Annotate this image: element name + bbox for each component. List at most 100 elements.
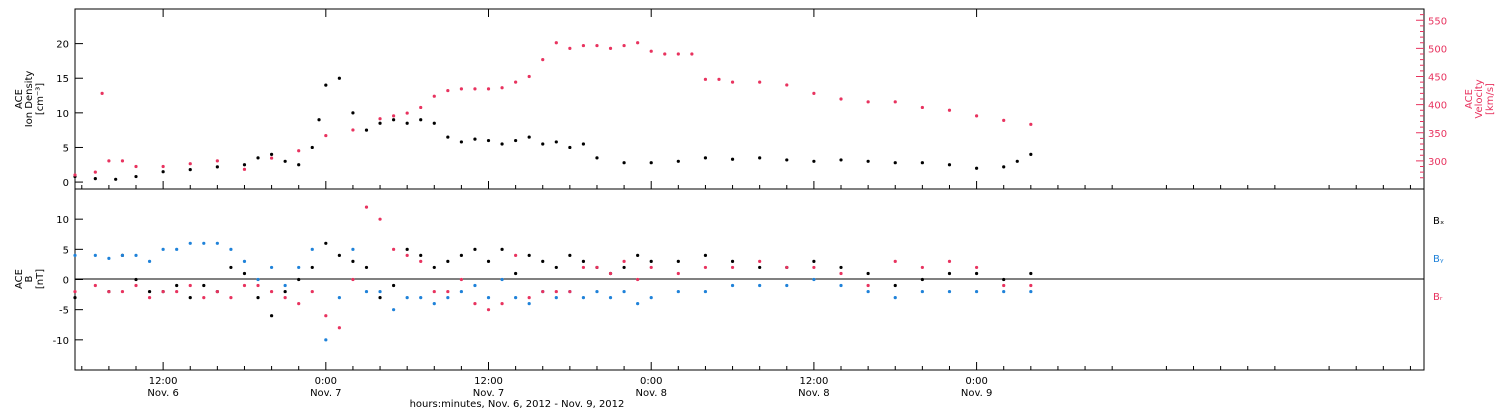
velocity-point (636, 41, 640, 45)
x-tick-time-label: 12:00 (474, 376, 503, 387)
bx-point (473, 247, 477, 251)
density-point (893, 161, 897, 165)
velocity-point (215, 159, 219, 163)
density-point (866, 159, 870, 163)
bx-point (893, 283, 897, 288)
density-point (758, 156, 762, 160)
b-field-ylabel: ACE B [nT] (14, 269, 46, 289)
density-point (581, 142, 586, 146)
by-point (269, 265, 274, 270)
density-point (269, 152, 274, 156)
bx-point (1029, 271, 1033, 276)
by-point (947, 289, 952, 294)
bz-point (134, 283, 138, 288)
by-point (73, 253, 77, 257)
velocity-ylabel-line3: [km/s] (1485, 83, 1496, 115)
bx-point (527, 253, 531, 257)
density-point (1029, 152, 1033, 156)
by-point (473, 283, 477, 288)
bz-point (974, 265, 979, 270)
velocity-point (432, 94, 436, 98)
bx-point (554, 265, 558, 270)
bx-point (283, 289, 287, 294)
by-point (310, 247, 314, 251)
bx-point (581, 259, 586, 263)
bx-point (514, 271, 518, 276)
density-point (730, 157, 735, 161)
b-field-ylabel-line1: ACE (14, 269, 25, 289)
bx-point (541, 259, 545, 263)
bz-point (486, 308, 491, 312)
density-ylabel-line3: [cm⁻³] (35, 83, 46, 115)
velocity-point (541, 58, 545, 62)
density-tick-label: 15 (56, 74, 69, 85)
density-point (161, 170, 165, 174)
velocity-point (595, 43, 599, 48)
density-point (256, 156, 260, 160)
bz-point (500, 302, 504, 306)
by-point (364, 289, 369, 294)
by-point (242, 259, 247, 263)
x-tick-date-label: Nov. 8 (635, 388, 666, 399)
bx-point (310, 265, 314, 270)
density-ylabel-line2: Ion Density (24, 71, 35, 128)
bz-point (947, 259, 952, 263)
by-point (419, 296, 423, 300)
density-point (114, 177, 118, 181)
velocity-point (947, 108, 952, 112)
density-point (920, 161, 924, 165)
by-point (676, 289, 680, 294)
by-point (93, 253, 97, 257)
bx-point (351, 259, 355, 263)
density-point (839, 158, 843, 162)
bx-point (175, 283, 179, 288)
density-point (1015, 159, 1019, 163)
bz-point (676, 271, 680, 276)
by-point (120, 253, 125, 257)
velocity-point (1002, 118, 1006, 122)
x-tick-time-label: 0:00 (965, 376, 987, 387)
top-panel-frame (74, 8, 1425, 190)
velocity-point (486, 87, 491, 91)
by-point (839, 283, 843, 288)
density-tick-label: 5 (63, 143, 69, 154)
velocity-point (717, 77, 721, 81)
bx-point (568, 253, 572, 257)
bx-point (297, 277, 301, 282)
velocity-ylabel-line2: Velocity (1474, 79, 1485, 118)
by-point (595, 289, 599, 294)
bz-point (120, 289, 125, 294)
by-point (188, 241, 192, 245)
bx-point (324, 241, 328, 245)
by-point (202, 241, 206, 245)
by-point (866, 289, 870, 294)
by-point (392, 308, 396, 312)
bx-point (405, 247, 409, 251)
bz-point (310, 289, 314, 294)
velocity-point (351, 128, 355, 132)
bz-point (351, 277, 355, 282)
density-tick-label: 10 (56, 109, 69, 120)
density-point (514, 138, 518, 143)
by-point (297, 265, 301, 270)
density-point (703, 156, 708, 160)
bz-point (730, 265, 735, 270)
density-point (324, 83, 328, 87)
density-point (541, 142, 545, 146)
by-point (175, 247, 179, 251)
velocity-point (120, 159, 125, 163)
bz-point (758, 259, 762, 263)
bz-point (595, 265, 599, 270)
x-tick-date-label: Nov. 7 (310, 388, 341, 399)
velocity-point (663, 52, 667, 56)
density-point (188, 168, 192, 172)
density-point (337, 76, 341, 80)
velocity-point (866, 100, 870, 104)
by-point (161, 247, 165, 251)
bx-point (147, 289, 152, 294)
bz-point (202, 296, 206, 300)
bz-point (514, 253, 518, 257)
x-tick-date-label: Nov. 8 (798, 388, 829, 399)
velocity-tick-label: 450 (1428, 73, 1447, 84)
bz-point (554, 289, 558, 294)
